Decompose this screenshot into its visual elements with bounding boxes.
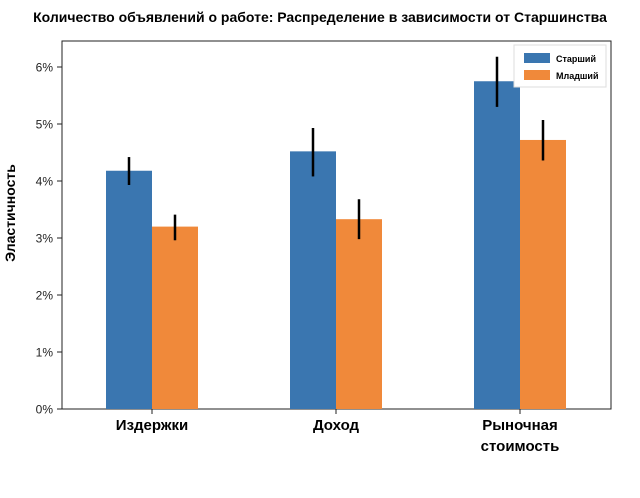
- x-tick-label: Рыночная стоимость: [481, 417, 560, 455]
- y-tick-label: 4%: [36, 175, 54, 189]
- bar-junior: [152, 226, 198, 409]
- bar-junior: [336, 219, 382, 409]
- legend-label: Младший: [556, 71, 599, 81]
- bar-senior: [290, 151, 336, 410]
- legend-label: Старший: [556, 54, 596, 64]
- x-tick-label: Издержки: [116, 417, 188, 434]
- chart-title: Количество объявлений о работе: Распреде…: [33, 9, 607, 25]
- x-tick-label: Доход: [313, 417, 360, 434]
- y-tick-label: 6%: [36, 61, 54, 75]
- y-tick-label: 3%: [36, 232, 54, 246]
- y-tick-label: 2%: [36, 289, 54, 303]
- y-tick-label: 1%: [36, 346, 54, 360]
- legend-swatch: [524, 70, 550, 80]
- legend-swatch: [524, 53, 550, 63]
- y-axis-label: Эластичность: [2, 164, 18, 262]
- bar-senior: [106, 170, 152, 409]
- bar-junior: [520, 139, 566, 409]
- y-tick-label: 0%: [36, 403, 54, 417]
- bar-senior: [474, 81, 520, 409]
- y-tick-label: 5%: [36, 118, 54, 132]
